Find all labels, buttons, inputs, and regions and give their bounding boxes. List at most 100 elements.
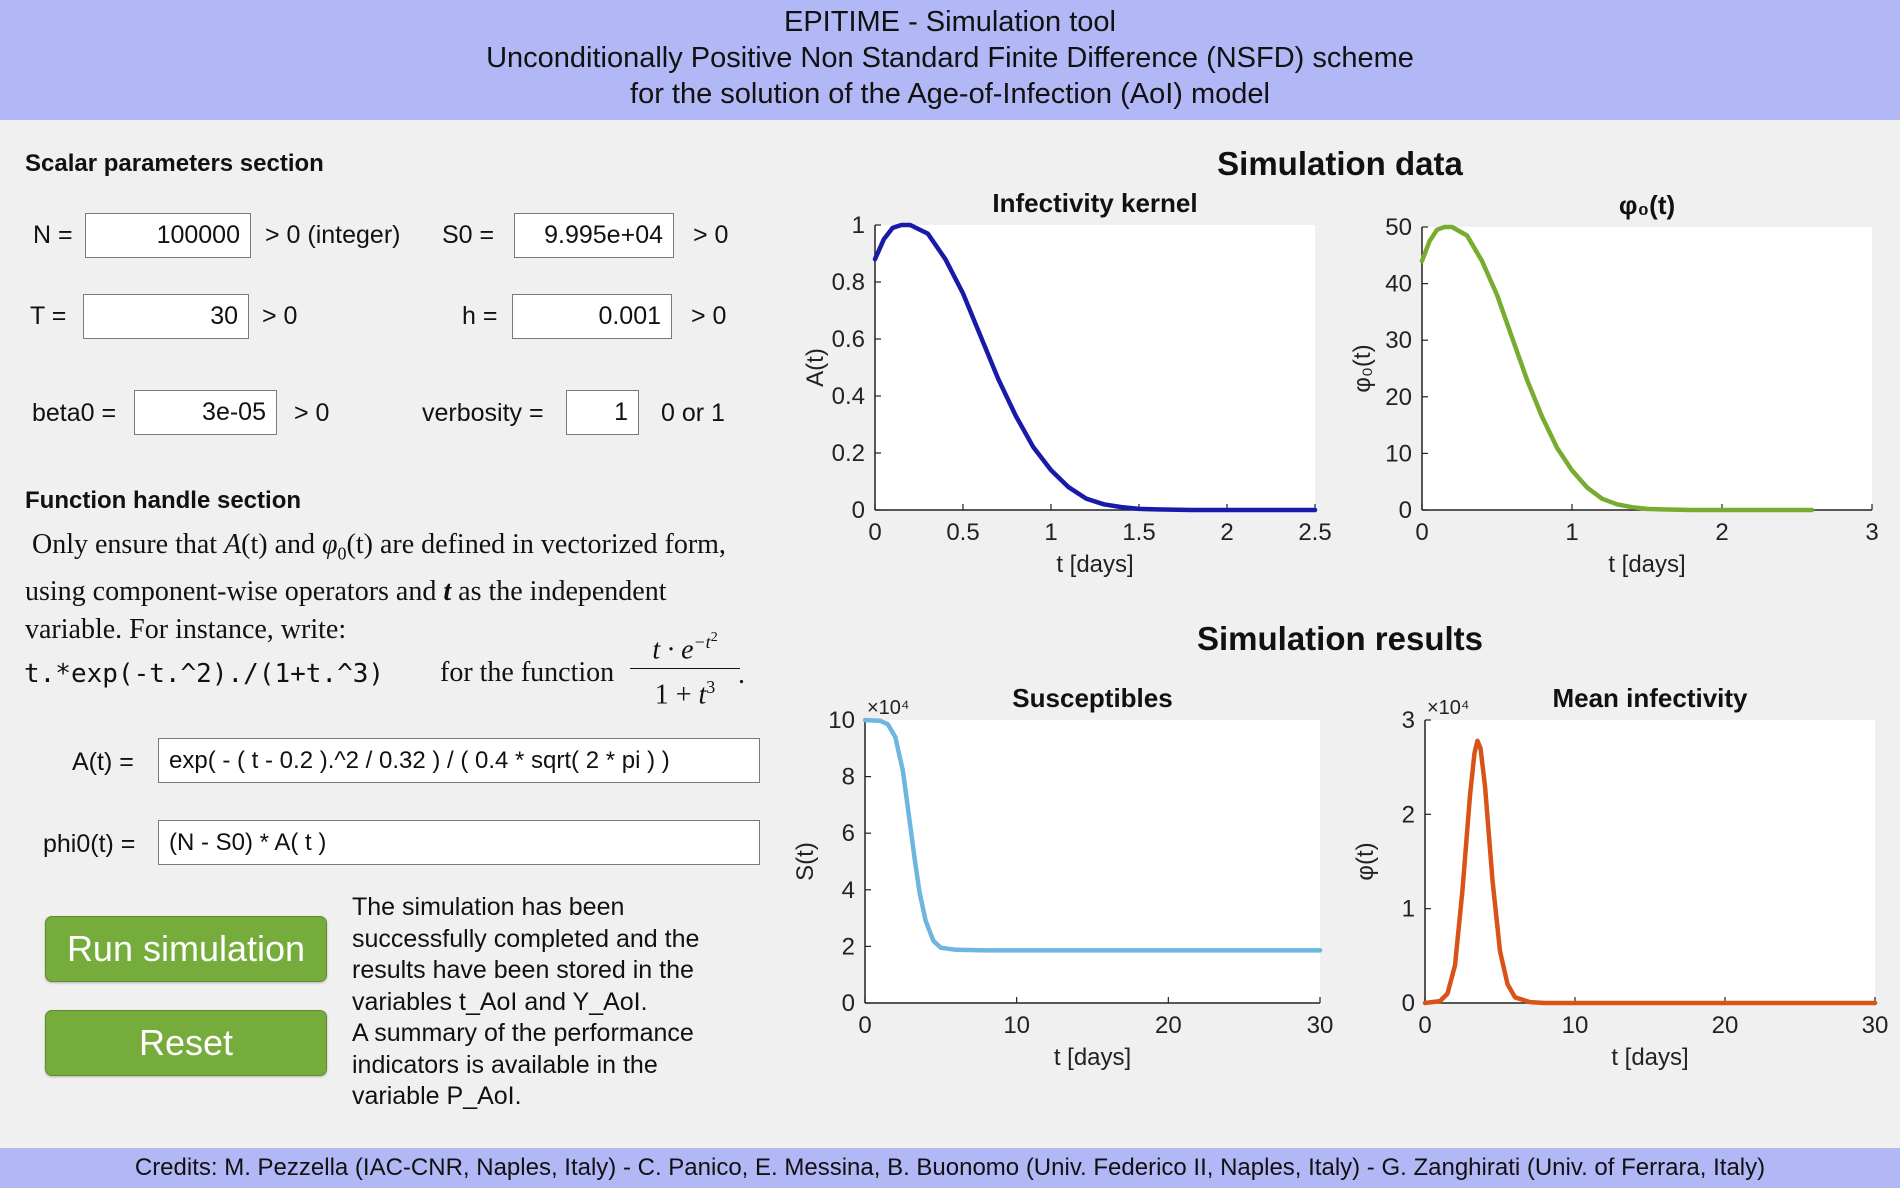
y-tick-label: 0 bbox=[1399, 497, 1412, 524]
chart-title: Infectivity kernel bbox=[992, 188, 1197, 218]
a-function-input[interactable] bbox=[158, 738, 760, 783]
x-tick-label: 2 bbox=[1220, 519, 1233, 546]
y-axis-label: φ(t) bbox=[1352, 842, 1379, 880]
y-tick-label: 0.6 bbox=[832, 326, 865, 353]
example-for-text: for the function bbox=[440, 657, 615, 688]
x-tick-label: 0 bbox=[868, 519, 881, 546]
chart-title: Susceptibles bbox=[1012, 683, 1172, 713]
h-input[interactable] bbox=[512, 294, 672, 339]
y-tick-label: 0.8 bbox=[832, 269, 865, 296]
y-tick-label: 0 bbox=[842, 990, 855, 1017]
x-tick-label: 1 bbox=[1044, 519, 1057, 546]
y-tick-label: 3 bbox=[1402, 707, 1415, 734]
example-code: t.*exp(-t.^2)./(1+t.^3) bbox=[24, 659, 385, 689]
y-tick-label: 0.2 bbox=[832, 440, 865, 467]
y-tick-label: 8 bbox=[842, 764, 855, 791]
t-input[interactable] bbox=[83, 294, 249, 339]
phi0-function-input[interactable] bbox=[158, 820, 760, 865]
y-axis-label: φ₀(t) bbox=[1350, 344, 1376, 392]
example-period: . bbox=[738, 659, 745, 690]
y-tick-label: 10 bbox=[828, 707, 855, 734]
x-axis-label: t [days] bbox=[1611, 1044, 1688, 1071]
x-tick-label: 0 bbox=[1415, 519, 1428, 546]
reset-button[interactable]: Reset bbox=[45, 1010, 327, 1076]
function-description: Only ensure that A(t) and φ0(t) are defi… bbox=[25, 529, 726, 645]
function-section-title: Function handle section bbox=[25, 487, 302, 514]
chart-title: Mean infectivity bbox=[1552, 683, 1748, 713]
y-tick-label: 6 bbox=[842, 820, 855, 847]
beta0-label: beta0 = bbox=[32, 399, 117, 427]
y-tick-label: 10 bbox=[1385, 440, 1412, 467]
n-input[interactable] bbox=[85, 213, 251, 258]
n-hint: > 0 (integer) bbox=[265, 221, 401, 249]
x-tick-label: 1.5 bbox=[1122, 519, 1155, 546]
credits-footer: Credits: M. Pezzella (IAC-CNR, Naples, I… bbox=[0, 1148, 1900, 1188]
app-title: EPITIME - Simulation tool bbox=[784, 6, 1116, 38]
y-tick-label: 0.4 bbox=[832, 383, 865, 410]
x-tick-label: 10 bbox=[1562, 1012, 1589, 1039]
infectivity-kernel-chart: 0 0.5 1 1.5 2 2.5 0 0.2 0.4 0.6 0.8 1 Infectivity ke… bbox=[802, 188, 1332, 578]
plot-area bbox=[875, 225, 1315, 510]
x-axis-label: t [days] bbox=[1056, 551, 1133, 578]
x-tick-label: 30 bbox=[1862, 1012, 1889, 1039]
s0-label: S0 = bbox=[442, 221, 495, 249]
status-message: The simulation has been successfully com… bbox=[352, 893, 700, 1110]
x-tick-label: 3 bbox=[1865, 519, 1878, 546]
susceptibles-chart: 0 10 20 30 0 2 4 6 8 10 Susceptibles t [days] S(t) ×1… bbox=[792, 683, 1334, 1071]
y-axis-label: S(t) bbox=[792, 842, 819, 881]
example-fraction: t · e−t2 1 + t3 bbox=[630, 620, 740, 714]
series-line bbox=[872, 222, 1318, 513]
plot-area bbox=[865, 720, 1320, 1003]
s0-input[interactable] bbox=[514, 213, 674, 258]
n-label: N = bbox=[33, 221, 73, 249]
app-header: EPITIME - Simulation tool Unconditionall… bbox=[0, 0, 1900, 120]
axis-scale-label: ×10⁴ bbox=[1427, 697, 1470, 719]
series-line bbox=[1422, 738, 1878, 1006]
simulation-results-title: Simulation results bbox=[1196, 620, 1484, 657]
y-tick-label: 0 bbox=[1402, 990, 1415, 1017]
x-tick-label: 10 bbox=[1003, 1012, 1030, 1039]
phi0-function-label: phi0(t) = bbox=[43, 830, 136, 858]
y-tick-label: 4 bbox=[842, 877, 855, 904]
plot-area bbox=[1422, 227, 1872, 510]
y-tick-label: 50 bbox=[1385, 214, 1412, 241]
h-hint: > 0 bbox=[691, 302, 727, 330]
scalar-section-title: Scalar parameters section bbox=[25, 150, 324, 177]
y-tick-label: 30 bbox=[1385, 327, 1412, 354]
verbosity-hint: 0 or 1 bbox=[661, 399, 725, 427]
x-tick-label: 0.5 bbox=[946, 519, 979, 546]
mean-infectivity-chart: 0 10 20 30 0 1 2 3 Mean infectivity t [days] φ(t) ×… bbox=[1352, 683, 1889, 1071]
x-axis-label: t [days] bbox=[1054, 1044, 1131, 1071]
h-label: h = bbox=[462, 302, 498, 330]
app-subtitle-line1: Unconditionally Positive Non Standard Fi… bbox=[486, 42, 1414, 74]
y-tick-label: 1 bbox=[1402, 896, 1415, 923]
app-subtitle-line2: for the solution of the Age-of-Infection… bbox=[630, 78, 1270, 110]
beta0-input[interactable] bbox=[134, 390, 277, 435]
x-tick-label: 0 bbox=[858, 1012, 871, 1039]
a-function-label: A(t) = bbox=[72, 748, 134, 776]
series-line bbox=[862, 717, 1323, 953]
chart-title: φ₀(t) bbox=[1619, 190, 1675, 220]
x-tick-label: 0 bbox=[1418, 1012, 1431, 1039]
s0-hint: > 0 bbox=[693, 221, 729, 249]
y-tick-label: 0 bbox=[852, 497, 865, 524]
beta0-hint: > 0 bbox=[294, 399, 330, 427]
t-hint: > 0 bbox=[262, 302, 298, 330]
y-tick-label: 20 bbox=[1385, 384, 1412, 411]
x-tick-label: 20 bbox=[1155, 1012, 1182, 1039]
simulation-data-title: Simulation data bbox=[1217, 145, 1463, 182]
y-axis-label: A(t) bbox=[802, 348, 829, 387]
x-tick-label: 30 bbox=[1307, 1012, 1334, 1039]
x-tick-label: 2 bbox=[1715, 519, 1728, 546]
axis-scale-label: ×10⁴ bbox=[867, 697, 910, 719]
run-simulation-button[interactable]: Run simulation bbox=[45, 916, 327, 982]
y-tick-label: 1 bbox=[852, 212, 865, 239]
y-tick-label: 40 bbox=[1385, 271, 1412, 298]
x-tick-label: 20 bbox=[1712, 1012, 1739, 1039]
x-axis-label: t [days] bbox=[1608, 551, 1685, 578]
x-tick-label: 1 bbox=[1565, 519, 1578, 546]
x-tick-label: 2.5 bbox=[1298, 519, 1331, 546]
t-label: T = bbox=[30, 302, 67, 330]
verbosity-input[interactable] bbox=[566, 390, 639, 435]
